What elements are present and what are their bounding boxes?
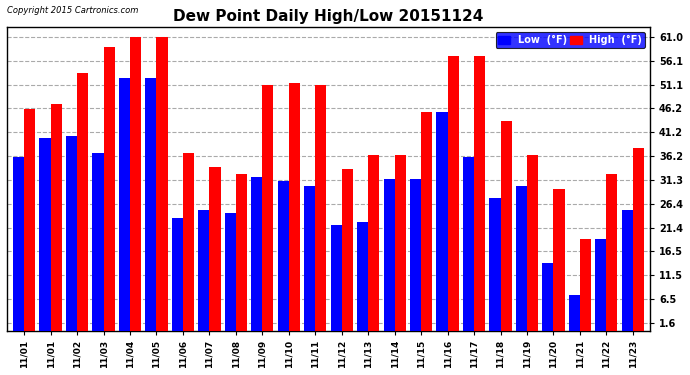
Bar — [395, 155, 406, 331]
Bar — [633, 148, 644, 331]
Bar — [198, 210, 209, 331]
Bar — [437, 112, 448, 331]
Bar — [236, 174, 247, 331]
Bar — [474, 56, 485, 331]
Bar — [542, 263, 553, 331]
Bar — [24, 109, 35, 331]
Bar — [225, 213, 236, 331]
Bar — [251, 177, 262, 331]
Title: Dew Point Daily High/Low 20151124: Dew Point Daily High/Low 20151124 — [173, 9, 484, 24]
Bar — [92, 153, 104, 331]
Bar — [331, 225, 342, 331]
Bar — [209, 167, 221, 331]
Bar — [516, 186, 527, 331]
Legend: Low  (°F), High  (°F): Low (°F), High (°F) — [495, 32, 645, 48]
Bar — [463, 158, 474, 331]
Bar — [77, 73, 88, 331]
Bar — [104, 47, 115, 331]
Bar — [130, 37, 141, 331]
Bar — [277, 182, 289, 331]
Bar — [119, 78, 130, 331]
Bar — [421, 112, 432, 331]
Bar — [13, 158, 24, 331]
Bar — [66, 136, 77, 331]
Bar — [595, 239, 607, 331]
Bar — [448, 56, 459, 331]
Bar — [500, 122, 511, 331]
Bar — [622, 210, 633, 331]
Bar — [384, 179, 395, 331]
Bar — [157, 37, 168, 331]
Bar — [172, 217, 183, 331]
Bar — [553, 189, 564, 331]
Bar — [410, 179, 421, 331]
Bar — [50, 105, 61, 331]
Bar — [304, 186, 315, 331]
Bar — [368, 155, 380, 331]
Bar — [183, 153, 194, 331]
Text: Copyright 2015 Cartronics.com: Copyright 2015 Cartronics.com — [7, 6, 138, 15]
Bar — [289, 83, 300, 331]
Bar — [357, 222, 368, 331]
Bar — [262, 85, 273, 331]
Bar — [146, 78, 157, 331]
Bar — [527, 155, 538, 331]
Bar — [607, 174, 618, 331]
Bar — [489, 198, 500, 331]
Bar — [580, 239, 591, 331]
Bar — [569, 295, 580, 331]
Bar — [39, 138, 50, 331]
Bar — [315, 85, 326, 331]
Bar — [342, 170, 353, 331]
